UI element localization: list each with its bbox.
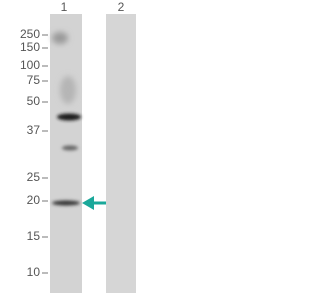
page: {"lanes": ["1", "2"], "markers": ["250",… [0,0,150,293]
marker-label: 25 [27,170,41,184]
lane-1 [50,14,82,293]
marker-label: 250 [20,27,40,41]
marker-label: 50 [27,94,41,108]
lane-label: 2 [118,0,125,14]
marker-label: 150 [20,40,40,54]
marker-label: 37 [27,123,41,137]
marker-label: 10 [27,265,41,279]
lane-label: 1 [61,0,68,14]
lane-2 [106,14,136,293]
arrow [82,196,106,210]
smear [52,32,68,44]
band [62,145,78,151]
band [52,200,80,206]
marker-label: 75 [27,73,41,87]
marker-label: 20 [27,193,41,207]
smear [60,76,76,104]
band [57,113,81,121]
marker-label: 100 [20,58,40,72]
marker-label: 15 [27,229,41,243]
